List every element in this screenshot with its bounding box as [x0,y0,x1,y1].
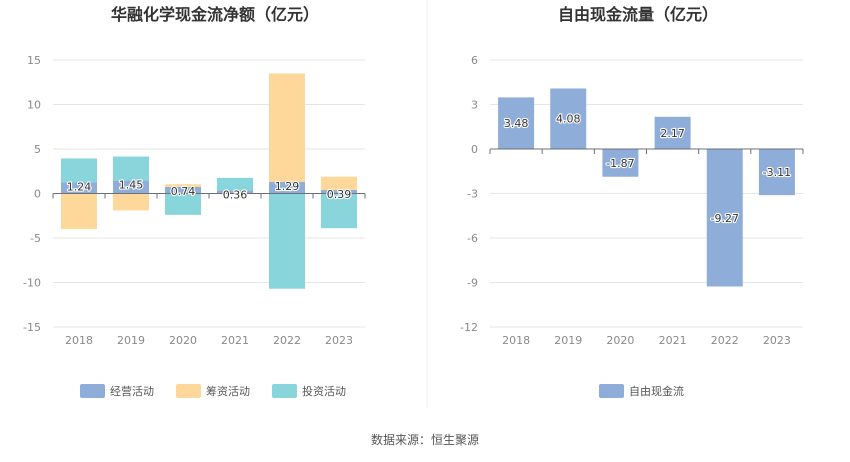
bar-投资活动-2019[interactable] [113,156,149,181]
x-tick-label: 2018 [502,334,530,347]
legend-swatch [80,384,105,398]
bar-筹资活动-2019[interactable] [113,193,149,211]
legend-label: 经营活动 [110,384,154,398]
bar-自由现金流-2020[interactable] [602,149,639,177]
bar-筹资活动-2018[interactable] [61,193,97,230]
x-tick-label: 2023 [325,334,353,347]
y-tick-label: 3 [471,99,478,112]
bar-筹资活动-2020[interactable] [165,184,201,187]
bar-自由现金流-2019[interactable] [550,88,587,149]
x-tick-label: 2022 [711,334,739,347]
bar-筹资活动-2023[interactable] [321,176,357,191]
y-tick-label: 0 [34,188,41,201]
y-tick-label: 10 [27,99,41,112]
legend-item[interactable]: 自由现金流 [599,384,684,398]
bar-经营活动-2020[interactable] [165,186,201,194]
data-label: -3.11 [763,166,791,179]
left-chart-axis: -15 -10 -5 0 5 10 15 2018 2019 2020 2021 2022 2023 [23,54,366,347]
right-chart-grid [490,59,803,328]
data-label: 1.45 [119,179,144,192]
bar-投资活动-2023[interactable] [321,193,357,229]
right-chart-title: 自由现金流量（亿元） [558,5,718,24]
data-label: 2.17 [660,127,685,140]
x-tick-label: 2022 [273,334,301,347]
data-label: 0.39 [327,188,352,201]
right-chart-axis: -12 -9 -6 -3 0 3 6 2018 2019 2020 2021 2022 2023 [460,54,804,347]
x-tick-label: 2018 [65,334,93,347]
x-tick-label: 2021 [659,334,687,347]
right-chart-data-labels: 3.48 4.08 -1.87 2.17 -9.27 -3.11 [503,112,793,226]
left-chart-data-labels: 1.24 1.45 0.74 0.36 1.29 0.39 [66,177,353,202]
bar-经营活动-2019[interactable] [113,180,149,194]
legend-item[interactable]: 经营活动 [80,384,154,398]
y-tick-label: -5 [30,232,41,245]
bar-筹资活动-2022[interactable] [269,73,305,183]
x-tick-label: 2023 [763,334,791,347]
bar-自由现金流-2023[interactable] [758,149,795,196]
bar-经营活动-2022[interactable] [269,182,305,194]
right-chart-bars [498,88,795,287]
left-chart-title: 华融化学现金流净额（亿元） [111,5,319,24]
legend-swatch [599,384,624,398]
bar-自由现金流-2021[interactable] [654,116,691,149]
y-tick-label: -15 [23,321,41,334]
left-chart-bars [61,73,357,289]
data-label: 0.74 [171,185,196,198]
bar-投资活动-2020[interactable] [165,193,201,215]
legend-label: 筹资活动 [206,384,250,398]
data-label: -1.87 [606,157,634,170]
x-tick-label: 2019 [117,334,145,347]
y-tick-label: 15 [27,54,41,67]
x-tick-label: 2020 [169,334,197,347]
bar-经营活动-2021[interactable] [217,190,253,194]
bar-投资活动-2022[interactable] [269,193,305,289]
legend-label: 投资活动 [302,384,346,398]
data-label: 0.36 [223,188,248,201]
data-label: 3.48 [504,117,529,130]
x-tick-label: 2020 [606,334,634,347]
source-note: 数据来源：恒生聚源 [371,432,479,447]
legend-swatch [176,384,201,398]
data-label: 4.08 [556,113,581,126]
x-tick-label: 2019 [554,334,582,347]
bar-经营活动-2018[interactable] [61,182,97,194]
data-label: 1.24 [67,180,92,193]
x-tick-label: 2021 [221,334,249,347]
y-tick-label: 5 [34,143,41,156]
bar-投资活动-2021[interactable] [217,177,253,191]
left-chart-grid [53,59,365,328]
legend-item[interactable]: 投资活动 [272,384,346,398]
data-label: 1.29 [275,180,300,193]
bar-自由现金流-2018[interactable] [498,97,535,149]
y-tick-label: -6 [467,232,478,245]
legend-label: 自由现金流 [629,384,684,398]
y-tick-label: 0 [471,143,478,156]
right-chart-legend[interactable]: 自由现金流 [599,384,684,398]
y-tick-label: 6 [471,54,478,67]
y-tick-label: -12 [460,321,478,334]
bar-经营活动-2023[interactable] [321,190,357,194]
bar-自由现金流-2022[interactable] [706,149,743,287]
bar-投资活动-2018[interactable] [61,158,97,183]
legend-swatch [272,384,297,398]
y-tick-label: -10 [23,277,41,290]
y-tick-label: -3 [467,188,478,201]
legend-item[interactable]: 筹资活动 [176,384,250,398]
left-chart-legend[interactable]: 经营活动 筹资活动 投资活动 [80,384,346,398]
y-tick-label: -9 [467,277,478,290]
data-label: -9.27 [711,212,739,225]
